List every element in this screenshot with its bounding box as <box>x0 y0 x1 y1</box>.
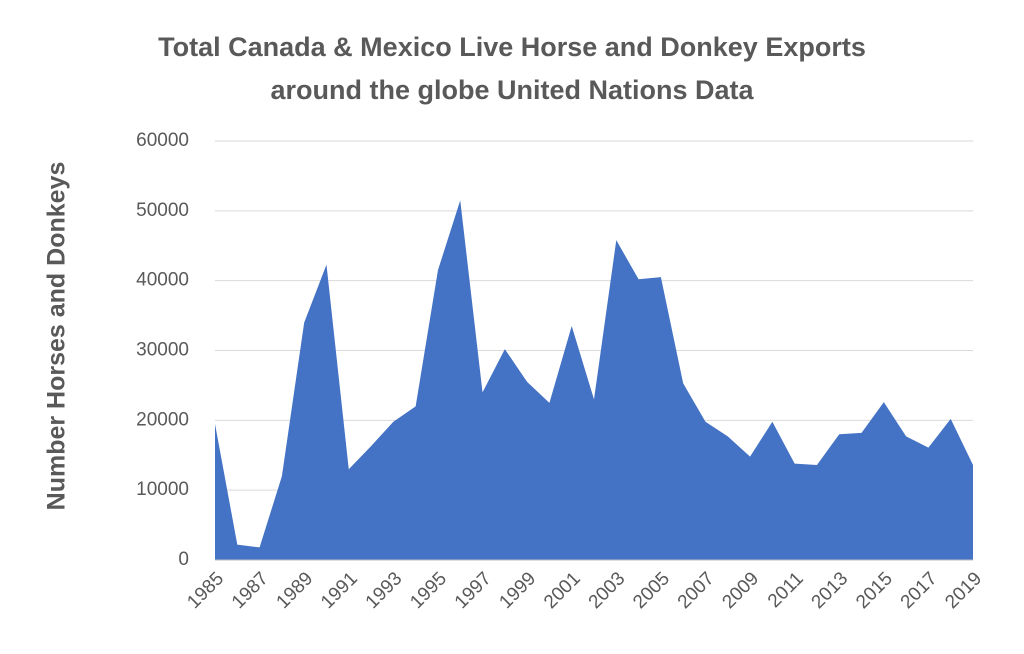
x-tick-label: 1991 <box>317 568 362 613</box>
x-axis: 1985 1987 1989 1991 1993 1995 1997 1999 2001 2003… <box>183 559 986 613</box>
y-tick-label: 50000 <box>136 200 189 221</box>
y-tick-label: 60000 <box>136 130 189 151</box>
x-tick-label: 1987 <box>228 568 273 613</box>
x-tick-label: 1985 <box>183 568 228 613</box>
x-tick-label: 2019 <box>941 568 986 613</box>
x-tick-label: 2015 <box>852 568 897 613</box>
y-tick-label: 0 <box>178 549 189 570</box>
y-tick-label: 10000 <box>136 479 189 500</box>
y-axis: 0 10000 20000 30000 40000 50000 60000 <box>136 130 189 570</box>
y-tick-label: 20000 <box>136 409 189 430</box>
plot-area <box>215 200 973 560</box>
x-tick-label: 2011 <box>764 568 808 612</box>
x-tick-label: 1997 <box>451 568 496 613</box>
series-area <box>215 200 973 560</box>
y-tick-label: 40000 <box>136 270 189 291</box>
y-axis-label: Number Horses and Donkeys <box>43 162 71 511</box>
x-tick-label: 1993 <box>362 568 407 613</box>
x-tick-label: 2017 <box>897 568 942 613</box>
chart-title-line-2: around the globe United Nations Data <box>270 75 754 105</box>
x-tick-label: 2009 <box>718 568 763 613</box>
x-tick-label: 1989 <box>273 568 318 613</box>
x-tick-label: 2001 <box>540 568 585 613</box>
y-tick-label: 30000 <box>136 340 189 361</box>
x-tick-label: 2013 <box>808 568 853 613</box>
chart-title: Total Canada & Mexico Live Horse and Don… <box>0 26 1024 112</box>
chart-title-line-1: Total Canada & Mexico Live Horse and Don… <box>158 32 866 62</box>
x-tick-label: 2005 <box>629 568 674 613</box>
x-tick-label: 2007 <box>674 568 719 613</box>
x-tick-label: 2003 <box>585 568 630 613</box>
x-tick-label: 1999 <box>495 568 540 613</box>
x-tick-label: 1995 <box>406 568 451 613</box>
